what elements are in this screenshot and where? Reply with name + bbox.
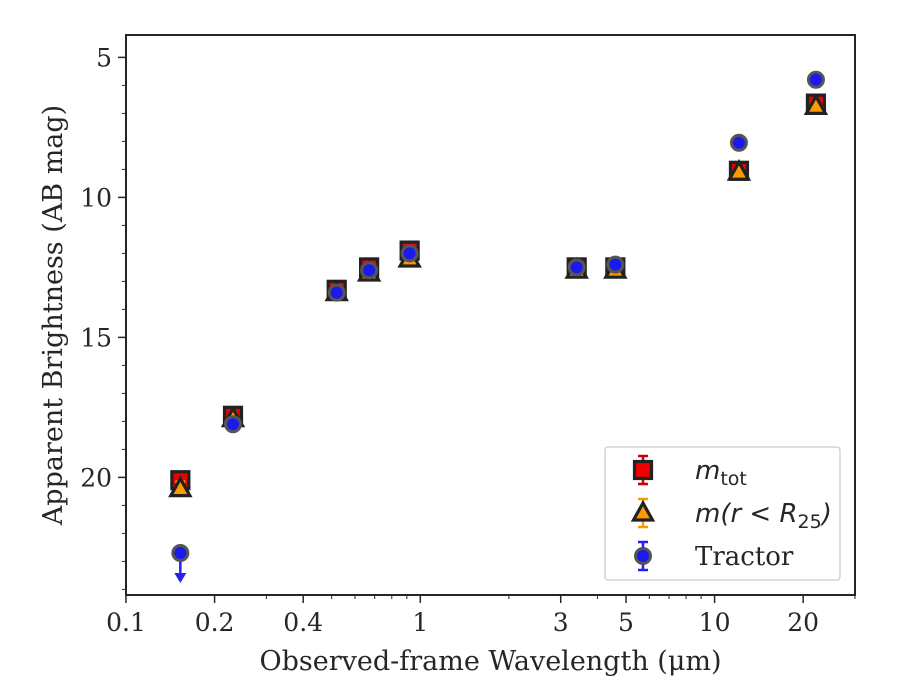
data-point xyxy=(606,255,625,274)
legend: mtot m(r < R25) Tractor xyxy=(604,446,841,581)
legend-entry: Tractor xyxy=(634,540,794,572)
data-point xyxy=(168,475,193,498)
x-tick-label: 0.4 xyxy=(283,608,323,637)
data-point xyxy=(806,70,825,89)
x-axis-label: Observed-frame Wavelength (μm) xyxy=(259,646,721,677)
legend-marker xyxy=(632,459,654,481)
data-point xyxy=(567,258,586,277)
x-tick-label: 0.1 xyxy=(106,608,146,637)
data-point xyxy=(327,283,346,302)
series-square xyxy=(170,93,827,491)
legend-label: m(r < R25) xyxy=(695,499,832,533)
legend-entry: mtot xyxy=(632,454,747,490)
legend-label: Tractor xyxy=(695,542,794,572)
plot-frame xyxy=(125,34,856,596)
data-point xyxy=(360,261,379,280)
data-point xyxy=(224,415,243,434)
y-tick-label: 20 xyxy=(80,463,112,492)
y-tick-label: 10 xyxy=(80,183,112,212)
y-axis-label: Apparent Brightness (AB mag) xyxy=(38,105,69,526)
x-tick-label: 5 xyxy=(618,608,634,637)
data-marks xyxy=(168,70,829,583)
legend-marker xyxy=(634,547,652,565)
x-tick-label: 1 xyxy=(412,608,428,637)
legend-entry: m(r < R25) xyxy=(630,497,832,533)
data-point xyxy=(803,93,829,116)
legend-label: mtot xyxy=(695,456,747,490)
series-circle xyxy=(171,70,825,583)
upper-limit-arrowhead xyxy=(174,573,187,583)
x-tick-label: 20 xyxy=(787,608,819,637)
series-triangle xyxy=(168,93,829,498)
legend-box xyxy=(604,446,841,581)
data-point xyxy=(171,544,190,562)
axes: 0.1 0.2 0.4 1 3 5 10 20 5 10 15 20 xyxy=(80,43,856,637)
y-tick-label: 15 xyxy=(80,323,112,352)
data-point xyxy=(400,244,419,263)
x-tick-label: 3 xyxy=(553,608,569,637)
data-point xyxy=(726,158,752,181)
data-point xyxy=(729,133,748,152)
y-tick-label: 5 xyxy=(96,43,112,72)
x-tick-label: 0.2 xyxy=(195,608,235,637)
x-tick-label: 10 xyxy=(699,608,731,637)
legend-marker xyxy=(630,499,656,522)
